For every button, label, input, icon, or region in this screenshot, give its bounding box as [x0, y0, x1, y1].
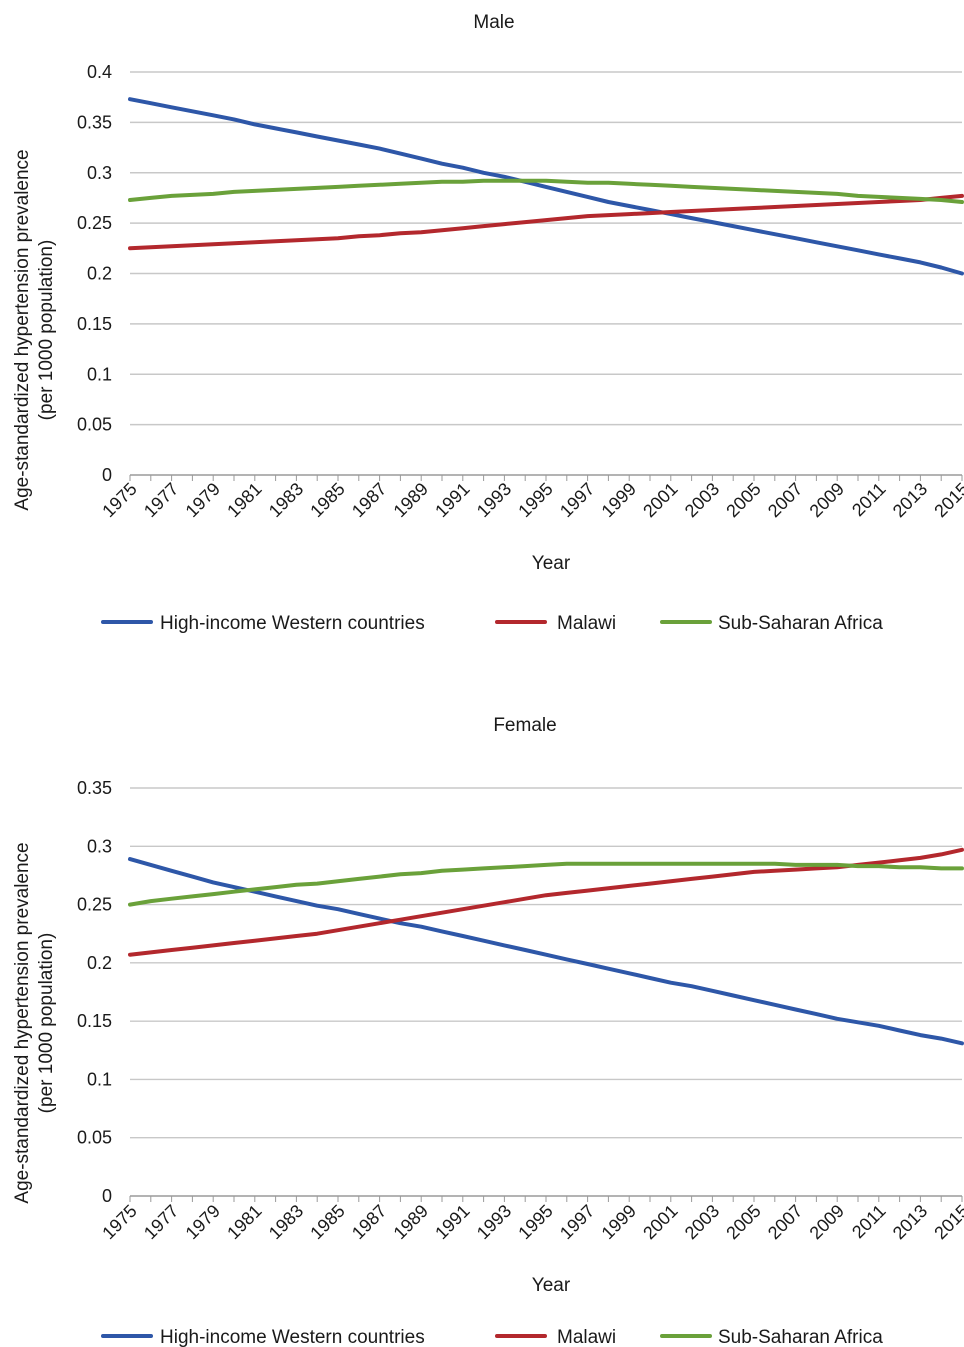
- series-line-high-income-western-countries: [128, 857, 964, 1046]
- x-tick-label: 2015: [930, 479, 964, 521]
- y-axis-label: Age-standardized hypertension prevalence: [12, 149, 33, 510]
- y-tick-label: 0.15: [77, 314, 112, 334]
- x-tick-label: 1989: [390, 1201, 432, 1243]
- y-tick-label: 0.35: [77, 112, 112, 132]
- x-tick-label: 1975: [98, 479, 140, 521]
- x-tick-label: 1977: [140, 1201, 182, 1243]
- x-tick-label: 1985: [306, 479, 348, 521]
- legend-label-sub-saharan-africa: Sub-Saharan Africa: [718, 613, 883, 634]
- y-tick-label: 0.05: [77, 415, 112, 435]
- x-tick-label: 2001: [639, 479, 681, 521]
- x-tick-label: 2001: [639, 1201, 681, 1243]
- female-chart-panel: Female Age-standardized hypertension prev…: [0, 700, 964, 1347]
- y-tick-label: 0.2: [87, 264, 112, 284]
- x-tick-label: 1993: [473, 479, 515, 521]
- y-tick-label: 0.3: [87, 836, 112, 856]
- series-line-sub-saharan-africa: [128, 861, 964, 907]
- y-tick-label: 0.25: [77, 895, 112, 915]
- x-tick-label: 2009: [806, 479, 848, 521]
- series-line-malawi: [128, 193, 964, 251]
- legend-label-malawi: Malawi: [557, 613, 616, 634]
- series-line-sub-saharan-africa: [128, 178, 964, 204]
- x-tick-label: 1989: [390, 479, 432, 521]
- x-tick-label: 1985: [306, 1201, 348, 1243]
- chart-title: Male: [473, 12, 514, 33]
- x-tick-label: 2007: [764, 1201, 806, 1243]
- y-tick-label: 0.05: [77, 1128, 112, 1148]
- x-tick-label: 1999: [598, 479, 640, 521]
- x-tick-label: 1979: [182, 479, 224, 521]
- x-tick-label: 1979: [182, 1201, 224, 1243]
- y-tick-label: 0.3: [87, 163, 112, 183]
- x-tick-label: 1977: [140, 479, 182, 521]
- y-tick-label: 0.4: [87, 62, 112, 82]
- x-tick-label: 2003: [681, 1201, 723, 1243]
- y-tick-label: 0.15: [77, 1011, 112, 1031]
- x-tick-label: 1993: [473, 1201, 515, 1243]
- x-tick-label: 1987: [348, 479, 390, 521]
- x-tick-label: 2011: [848, 1201, 890, 1243]
- y-tick-label: 0.1: [87, 1069, 112, 1089]
- y-tick-label: 0.35: [77, 778, 112, 798]
- x-tick-label: 2009: [806, 1201, 848, 1243]
- x-tick-label: 1997: [556, 1201, 598, 1243]
- x-tick-label: 1995: [514, 1201, 556, 1243]
- y-tick-label: 0.2: [87, 953, 112, 973]
- x-tick-label: 2011: [848, 479, 890, 521]
- legend-label-high-income-western-countries: High-income Western countries: [160, 1327, 425, 1347]
- chart-title: Female: [493, 715, 556, 736]
- y-tick-label: 0.25: [77, 213, 112, 233]
- x-tick-label: 1999: [598, 1201, 640, 1243]
- x-tick-label: 1995: [514, 479, 556, 521]
- y-tick-label: 0: [102, 1186, 112, 1206]
- x-tick-label: 1981: [223, 1201, 265, 1243]
- series-line-malawi: [128, 847, 964, 957]
- x-axis-label: Year: [532, 1275, 571, 1296]
- male-line-chart: Male Age-standardized hypertension preval…: [12, 12, 964, 634]
- x-tick-label: 1991: [431, 479, 473, 521]
- x-tick-label: 2015: [930, 1201, 964, 1243]
- x-tick-label: 1981: [223, 479, 265, 521]
- series-line-high-income-western-countries: [128, 97, 964, 276]
- y-axis-label-units: (per 1000 population): [36, 933, 57, 1114]
- x-axis-label: Year: [532, 553, 571, 574]
- y-axis-label: Age-standardized hypertension prevalence: [12, 842, 33, 1203]
- x-tick-label: 2005: [722, 1201, 764, 1243]
- x-tick-label: 1975: [98, 1201, 140, 1243]
- male-chart-panel: Male Age-standardized hypertension preval…: [0, 0, 964, 660]
- y-tick-label: 0: [102, 465, 112, 485]
- legend-label-high-income-western-countries: High-income Western countries: [160, 613, 425, 634]
- x-tick-label: 2007: [764, 479, 806, 521]
- x-tick-label: 1987: [348, 1201, 390, 1243]
- x-tick-label: 1983: [265, 479, 307, 521]
- x-tick-label: 1991: [431, 1201, 473, 1243]
- x-tick-label: 2013: [889, 1201, 931, 1243]
- x-tick-label: 2003: [681, 479, 723, 521]
- x-tick-label: 1983: [265, 1201, 307, 1243]
- legend-label-malawi: Malawi: [557, 1327, 616, 1347]
- x-tick-label: 1997: [556, 479, 598, 521]
- female-line-chart: Female Age-standardized hypertension prev…: [12, 715, 964, 1347]
- y-tick-label: 0.1: [87, 364, 112, 384]
- x-tick-label: 2005: [722, 479, 764, 521]
- legend-label-sub-saharan-africa: Sub-Saharan Africa: [718, 1327, 883, 1347]
- x-tick-label: 2013: [889, 479, 931, 521]
- y-axis-label-units: (per 1000 population): [36, 240, 57, 421]
